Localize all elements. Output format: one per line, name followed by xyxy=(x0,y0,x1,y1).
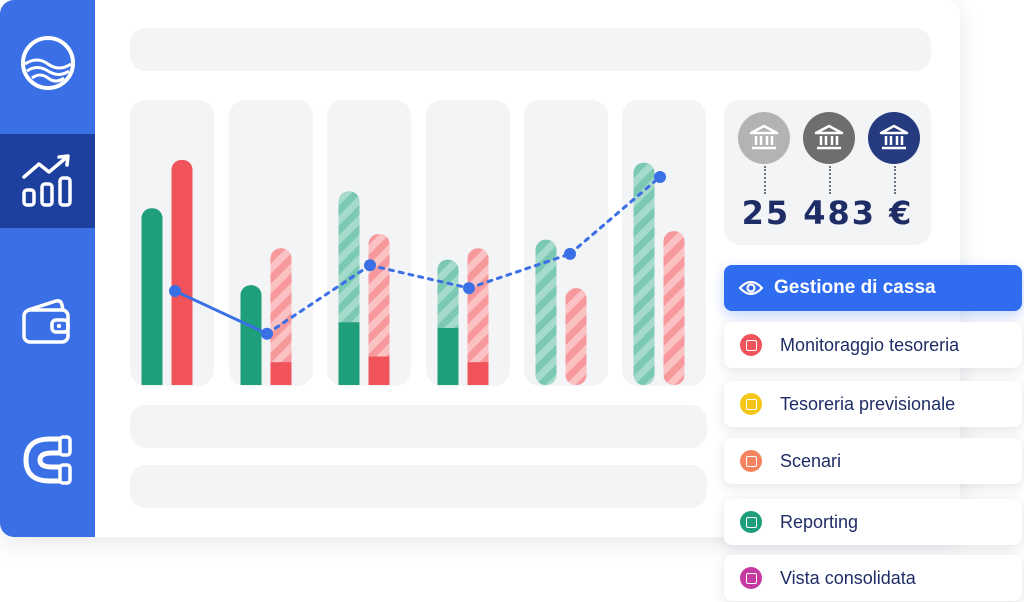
bar-uscite-actual xyxy=(171,171,193,385)
bank-icon[interactable] xyxy=(803,112,855,164)
scenario-icon xyxy=(740,450,762,472)
brand-logo[interactable] xyxy=(0,16,95,110)
balance-line-segment xyxy=(173,289,269,336)
connector-line xyxy=(894,166,896,194)
balance-line-segment xyxy=(265,263,372,336)
cash-flow-chart xyxy=(141,159,685,385)
sidebar-item-magnet[interactable] xyxy=(0,413,95,507)
bar-entrate xyxy=(633,162,655,385)
monitor-icon xyxy=(740,511,762,533)
bank-icon[interactable] xyxy=(868,112,920,164)
bar-chart-trend-icon xyxy=(21,154,72,207)
sidebar-item-wallet[interactable] xyxy=(0,275,95,369)
sidebar-item-analytics[interactable] xyxy=(0,134,95,228)
balance-point xyxy=(463,282,475,295)
bar-uscite xyxy=(368,233,390,385)
bar-entrate xyxy=(535,239,557,385)
balance-point xyxy=(261,327,273,340)
connector-line xyxy=(829,166,831,194)
bar-entrate-actual xyxy=(141,220,163,385)
menu-item-tesoreria-previsionale[interactable]: Tesoreria previsionale xyxy=(724,381,1022,427)
wallet-icon xyxy=(21,299,70,344)
balance-point xyxy=(364,259,376,272)
menu-item-label: Reporting xyxy=(780,511,859,532)
bar-uscite xyxy=(565,288,587,385)
menu-item-scenari[interactable]: Scenari xyxy=(724,438,1022,484)
balance-line-segment xyxy=(368,263,471,290)
menu-item-label: Scenari xyxy=(780,450,842,471)
magnet-icon xyxy=(23,435,72,485)
bar-uscite xyxy=(467,248,489,385)
bar-entrate-actual xyxy=(437,328,459,385)
globe-waves-icon xyxy=(20,36,75,90)
calendar-icon xyxy=(740,334,762,356)
footer-placeholder xyxy=(130,405,707,448)
bank-icon[interactable] xyxy=(738,112,790,164)
connector-line xyxy=(764,166,766,194)
menu-item-reporting[interactable]: Reporting xyxy=(724,499,1022,545)
bar-uscite-actual xyxy=(467,362,489,385)
menu-item-label: Tesoreria previsionale xyxy=(780,393,956,414)
menu-item-monitoraggio-tesoreria[interactable]: Monitoraggio tesoreria xyxy=(724,322,1022,368)
eye-icon xyxy=(738,280,764,296)
menu-item-label: Vista consolidata xyxy=(780,567,916,588)
footer-placeholder xyxy=(130,465,707,508)
menu-header-gestione-di-cassa[interactable]: Gestione di cassa xyxy=(724,265,1022,311)
euro-icon xyxy=(740,567,762,589)
bar-uscite-actual xyxy=(368,356,390,385)
balance-point xyxy=(169,284,181,297)
bar-entrate-actual xyxy=(240,297,262,385)
menu-item-label: Monitoraggio tesoreria xyxy=(780,334,960,355)
menu-item-vista-consolidata[interactable]: Vista consolidata xyxy=(724,555,1022,601)
balance-point xyxy=(564,247,576,260)
trend-icon xyxy=(740,393,762,415)
balance-line-segment xyxy=(467,252,572,290)
header-placeholder xyxy=(130,28,931,71)
bar-uscite xyxy=(270,248,292,385)
sidebar xyxy=(0,0,95,537)
menu-header-label: Gestione di cassa xyxy=(774,277,936,298)
balance-point xyxy=(654,170,666,183)
balance-amount: 25 483 € xyxy=(741,194,914,232)
bar-entrate-actual xyxy=(338,322,360,385)
balance-card: 25 483 € xyxy=(724,100,931,245)
bar-uscite xyxy=(663,231,685,385)
balance-line-segment xyxy=(568,175,662,256)
bar-uscite-actual xyxy=(270,362,292,385)
